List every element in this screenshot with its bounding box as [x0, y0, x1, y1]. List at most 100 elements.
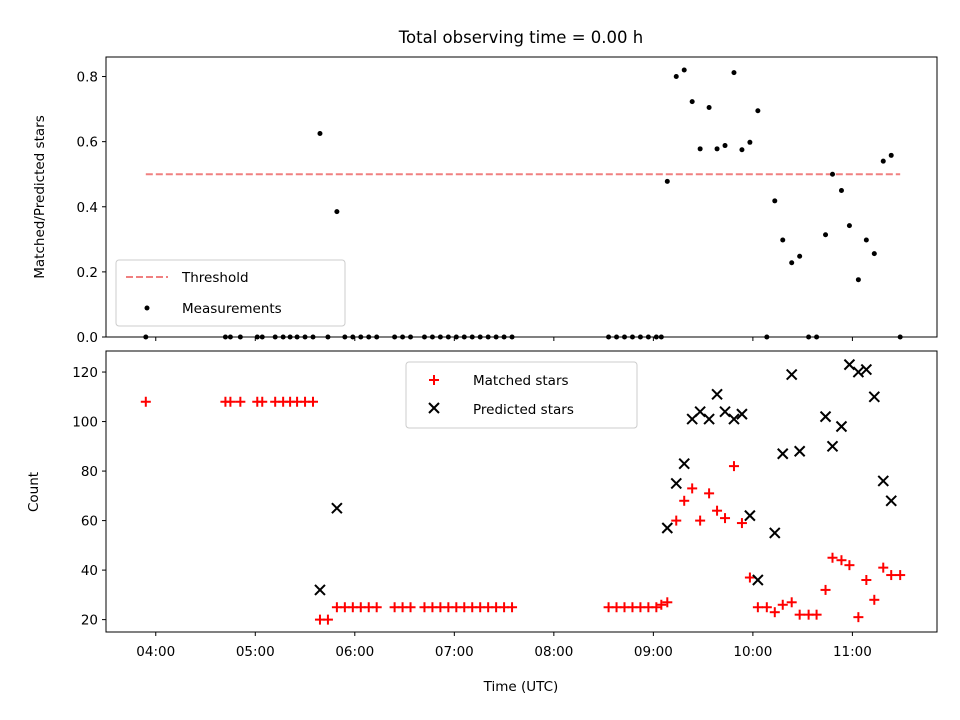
x-tick-label: 09:00: [634, 644, 673, 660]
x-tick-label: 04:00: [136, 644, 175, 660]
matched-star-point: [656, 599, 667, 610]
matched-star-point: [886, 570, 897, 581]
measurement-point: [706, 104, 712, 110]
predicted-star-point: [785, 368, 798, 381]
ratio-y-tick-label: 0.8: [77, 70, 98, 86]
predicted-star-point: [670, 477, 682, 490]
matched-star-point: [695, 515, 706, 526]
measurement-point: [880, 158, 886, 164]
matched-star-point: [853, 612, 864, 623]
matched-star-point: [704, 488, 715, 499]
predicted-star-point: [852, 366, 865, 378]
matched-star-point: [844, 560, 855, 571]
matched-star-point: [671, 515, 682, 526]
measurement-point: [722, 143, 728, 149]
matched-star-point: [744, 572, 755, 583]
matched-star-point: [777, 599, 788, 610]
matched-star-point: [712, 505, 723, 516]
matched-star-point: [225, 396, 236, 407]
measurement-point: [697, 146, 703, 152]
measurement-point: [871, 251, 877, 257]
counts-plot-frame: [105, 350, 938, 633]
predicted-star-point: [331, 502, 343, 514]
predicted-star-point: [744, 509, 756, 522]
counts-y-axis-label: Count: [26, 472, 42, 512]
measurement-point: [855, 277, 861, 283]
measurement-point: [689, 99, 695, 105]
matched-star-point: [827, 552, 838, 563]
matched-star-point: [720, 513, 731, 524]
predicted-star-point: [826, 440, 839, 453]
measurement-point: [888, 152, 894, 158]
counts-y-tick-label: 20: [81, 613, 98, 629]
matched-star-point: [761, 602, 772, 613]
matched-star-point: [257, 396, 268, 407]
matched-star-point: [895, 570, 906, 581]
counts-y-tick-label: 60: [81, 514, 98, 530]
predicted-star-point: [314, 584, 326, 596]
matched-star-point: [507, 602, 518, 613]
chart-title: Total observing time = 0.00 h: [398, 28, 643, 47]
x-tick-label: 05:00: [236, 644, 275, 660]
matched-star-point: [820, 584, 831, 595]
predicted-star-point: [868, 391, 881, 403]
measurements-legend-swatch: [144, 305, 150, 311]
counts-y-tick-label: 120: [72, 365, 98, 381]
matched-star-point: [687, 483, 698, 494]
counts-y-tick-label: 80: [81, 464, 98, 480]
matched-star-point: [679, 495, 690, 506]
x-tick-label: 11:00: [833, 644, 872, 660]
measurement-point: [714, 146, 720, 152]
matched-star-point: [235, 396, 246, 407]
ratio-legend-box: [115, 259, 346, 327]
matched-star-point: [861, 575, 872, 586]
ratio-y-tick-label: 0.2: [77, 265, 98, 281]
predicted-star-point: [793, 445, 806, 457]
predicted-star-point: [843, 358, 856, 371]
predicted-star-point: [728, 413, 740, 425]
measurement-point: [755, 108, 761, 114]
measurement-point: [863, 237, 869, 243]
measurement-point: [823, 232, 829, 238]
counts-legend: Matched stars Predicted stars: [405, 361, 638, 429]
counts-y-tick-label: 100: [72, 415, 98, 431]
predicted-star-point: [877, 475, 889, 487]
matched-star-point: [769, 607, 780, 618]
matched-star-point: [405, 602, 416, 613]
ratio-legend: Threshold Measurements: [115, 259, 346, 327]
predicted-star-point: [835, 420, 848, 433]
x-tick-label: 06:00: [335, 644, 374, 660]
matched-star-point: [786, 597, 797, 608]
matched-star-point: [878, 562, 889, 573]
matched-star-point: [371, 602, 382, 613]
ratio-y-tick-label: 0.6: [77, 135, 98, 151]
threshold-legend-label: Threshold: [181, 270, 249, 286]
measurement-point: [830, 171, 836, 177]
x-axis-label: Time (UTC): [483, 679, 559, 695]
predicted-star-point: [719, 405, 731, 418]
predicted-star-point: [752, 574, 764, 586]
matched-legend-label: Matched stars: [473, 373, 569, 389]
measurement-point: [780, 237, 786, 243]
x-tick-label: 10:00: [733, 644, 772, 660]
measurement-point: [673, 74, 679, 80]
matched-star-point: [752, 602, 763, 613]
measurement-point: [334, 209, 340, 215]
ratio-y-axis-label: Matched/Predicted stars: [32, 115, 48, 278]
predicted-star-point: [711, 388, 723, 401]
matched-star-point: [308, 396, 319, 407]
predicted-star-point: [819, 410, 832, 423]
measurement-point: [838, 187, 844, 193]
matched-star-point: [728, 461, 739, 472]
predicted-legend-swatch: [428, 402, 440, 414]
x-tick-label: 07:00: [435, 644, 474, 660]
measurement-point: [747, 139, 753, 145]
predicted-legend-label: Predicted stars: [473, 402, 574, 418]
ratio-y-tick-label: 0.0: [77, 330, 98, 346]
measurement-point: [739, 147, 745, 153]
matched-star-point: [140, 396, 151, 407]
measurement-point: [681, 67, 687, 73]
predicted-star-point: [860, 363, 873, 376]
ratio-y-tick-label: 0.4: [77, 200, 98, 216]
